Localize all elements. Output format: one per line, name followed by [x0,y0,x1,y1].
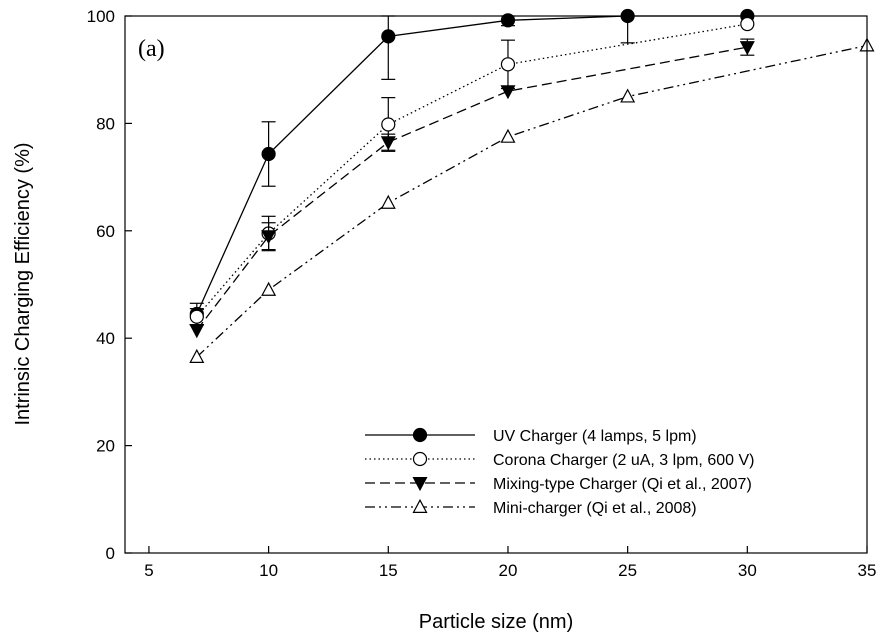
series-3 [189,38,755,339]
series-1 [189,8,755,326]
data-point [381,29,396,44]
series-line [196,23,748,318]
legend-label: UV Charger (4 lamps, 5 lpm) [493,428,697,445]
data-point [500,57,516,72]
data-point [261,281,277,296]
x-tick-label: 20 [499,561,518,580]
series-layer [189,8,875,363]
data-point [500,85,516,100]
series-line [196,46,748,331]
legend: UV Charger (4 lamps, 5 lpm) Corona Charge… [365,427,754,517]
data-point [189,309,204,324]
y-tick-label: 0 [106,544,115,563]
x-tick-label: 10 [259,561,278,580]
y-tick-label: 40 [96,329,115,348]
x-tick-label: 30 [738,561,757,580]
y-tick-label: 60 [96,222,115,241]
data-point [740,16,755,32]
data-point [189,348,205,363]
panel-label: (a) [138,36,165,62]
y-tick-label: 100 [87,7,115,26]
x-tick-label: 25 [618,561,637,580]
data-point [189,324,205,339]
axes-layer: 5 10 15 20 25 30 35 0 20 40 60 80 100 [87,7,877,580]
data-point [261,230,277,245]
data-point [380,136,396,151]
legend-marker [412,498,428,513]
data-point [261,146,276,162]
x-axis-title: Particle size (nm) [419,611,573,633]
legend-label: Mini-charger (Qi et al., 2008) [493,500,697,517]
series-2 [189,16,755,326]
legend-label: Mixing-type Charger (Qi et al., 2007) [493,476,752,493]
y-tick-label: 80 [96,114,115,133]
x-tick-label: 15 [379,561,398,580]
data-point [380,194,396,209]
series-line [196,15,748,315]
data-point [620,88,636,103]
legend-label: Corona Charger (2 uA, 3 lpm, 600 V) [493,452,754,469]
data-point [500,13,516,28]
x-tick-label: 35 [858,561,877,580]
data-point [739,41,755,56]
y-tick-label: 20 [96,437,115,456]
legend-marker [412,427,428,443]
data-point [381,117,396,132]
series-line [196,44,868,358]
legend-marker [412,451,428,467]
data-point [500,128,516,143]
x-tick-label: 5 [144,561,153,580]
plot-frame [124,15,868,554]
legend-marker [412,477,428,492]
y-axis-title: Intrinsic Charging Efficiency (%) [12,142,34,425]
